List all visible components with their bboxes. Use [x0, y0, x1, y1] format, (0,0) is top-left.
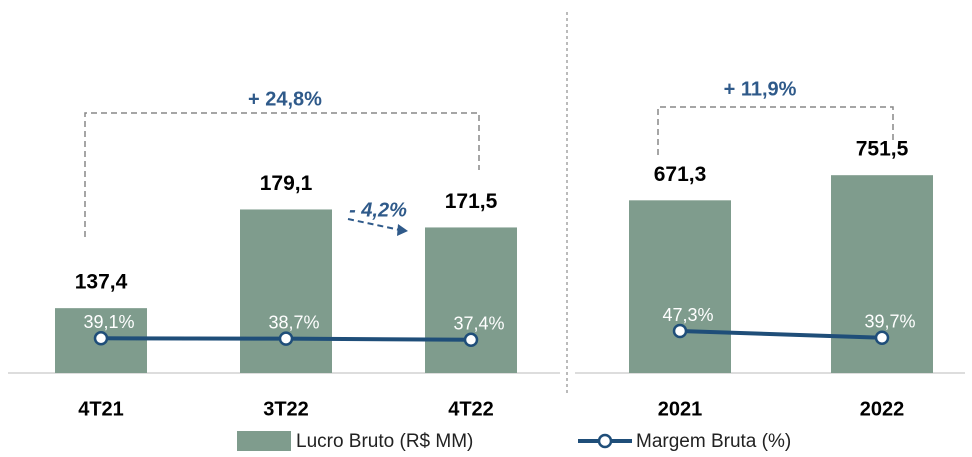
value-label: 39,7%: [864, 312, 915, 332]
annotation: + 11,9%: [724, 78, 797, 100]
bar: [629, 200, 731, 373]
value-label: 751,5: [856, 138, 909, 161]
line-marker: [278, 331, 294, 346]
annotation: - 4,2%: [349, 199, 407, 221]
legend-swatch: [237, 431, 291, 451]
x-tick-label: 3T22: [263, 398, 309, 420]
value-label: 47,3%: [662, 305, 713, 325]
line-marker: [463, 332, 479, 348]
line-marker: [874, 330, 890, 346]
value-label: 671,3: [654, 163, 707, 186]
x-tick-label: 4T21: [78, 398, 124, 420]
value-label: 39,1%: [83, 312, 134, 332]
x-tick-label: 4T22: [448, 398, 494, 420]
annotation: + 24,8%: [248, 88, 322, 110]
x-tick-label: 2022: [860, 398, 905, 420]
value-label: 179,1: [260, 172, 313, 195]
x-tick-label: 2021: [658, 398, 703, 420]
arrow: [347, 218, 401, 231]
legend-label: Margem Bruta (%): [636, 431, 791, 452]
value-label: 38,7%: [268, 312, 319, 332]
value-label: 171,5: [445, 190, 498, 213]
arrow-head: [397, 224, 408, 236]
line-marker: [93, 331, 109, 346]
legend-label: Lucro Bruto (R$ MM): [296, 431, 473, 452]
bar: [240, 209, 332, 373]
value-label: 137,4: [75, 271, 128, 294]
bracket: [84, 112, 480, 237]
legend-marker: [597, 433, 613, 449]
line-marker: [672, 323, 688, 339]
line: [679, 329, 883, 340]
bracket: [657, 106, 894, 155]
bar: [425, 227, 517, 373]
value-label: 37,4%: [453, 314, 504, 334]
